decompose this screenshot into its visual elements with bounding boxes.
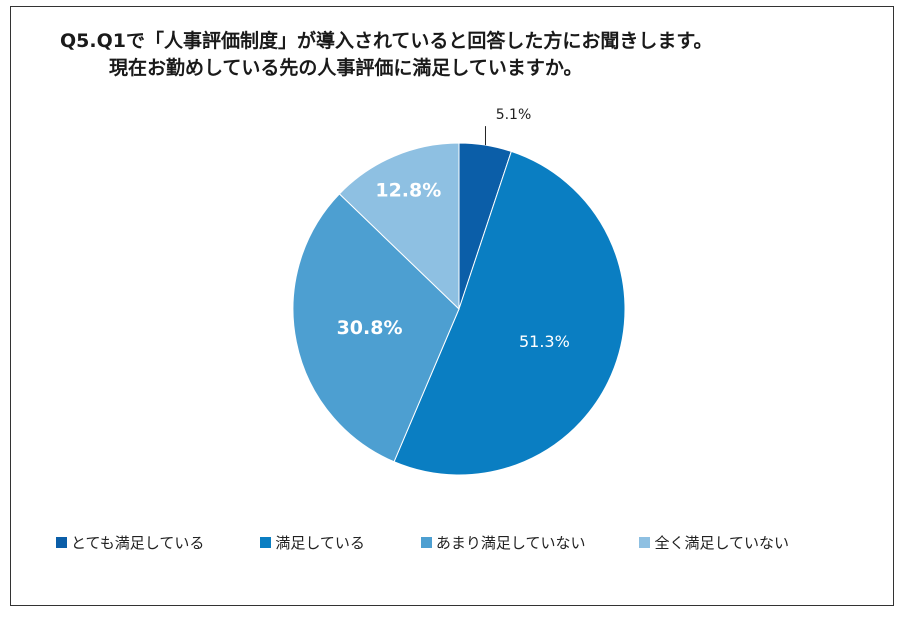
legend-item-3: あまり満足していない bbox=[420, 532, 586, 553]
pie-slice-2 bbox=[393, 150, 626, 476]
chart-subtitle: 現在お勤めしている先の人事評価に満足していますか。 bbox=[109, 57, 583, 79]
legend-item-2: 満足している bbox=[260, 532, 365, 553]
legend-label-3: あまり満足していない bbox=[435, 534, 586, 552]
chart-title-line1: Q5.Q1で「人事評価制度」が導入されていると回答した方にお聞きします。 bbox=[60, 30, 713, 52]
slice-label-2: 51.3% bbox=[519, 332, 570, 351]
slice-label-4: 12.8% bbox=[375, 180, 441, 202]
legend-label-1: とても満足している bbox=[71, 534, 205, 552]
legend-item-1: とても満足している bbox=[56, 532, 204, 553]
pie-slice-4 bbox=[338, 142, 460, 311]
legend-item-4: 全く満足していない bbox=[639, 532, 789, 553]
legend-label-2: 満足している bbox=[275, 534, 365, 552]
pie-slice-3 bbox=[292, 193, 460, 463]
slice-label-3: 30.8% bbox=[337, 317, 403, 339]
slice-label-1: 5.1% bbox=[496, 107, 532, 123]
legend-label-4: 全く満足していない bbox=[654, 534, 790, 552]
chart-title: Q5.Q1で「人事評価制度」が導入されていると回答した方にお聞きします。 現在お… bbox=[60, 28, 713, 82]
legend-swatch-1 bbox=[56, 537, 67, 548]
legend-swatch-2 bbox=[260, 537, 272, 548]
legend: とても満足している 満足している あまり満足していない 全く満足していない bbox=[56, 532, 789, 553]
legend-swatch-4 bbox=[639, 537, 651, 548]
legend-swatch-3 bbox=[420, 537, 432, 548]
